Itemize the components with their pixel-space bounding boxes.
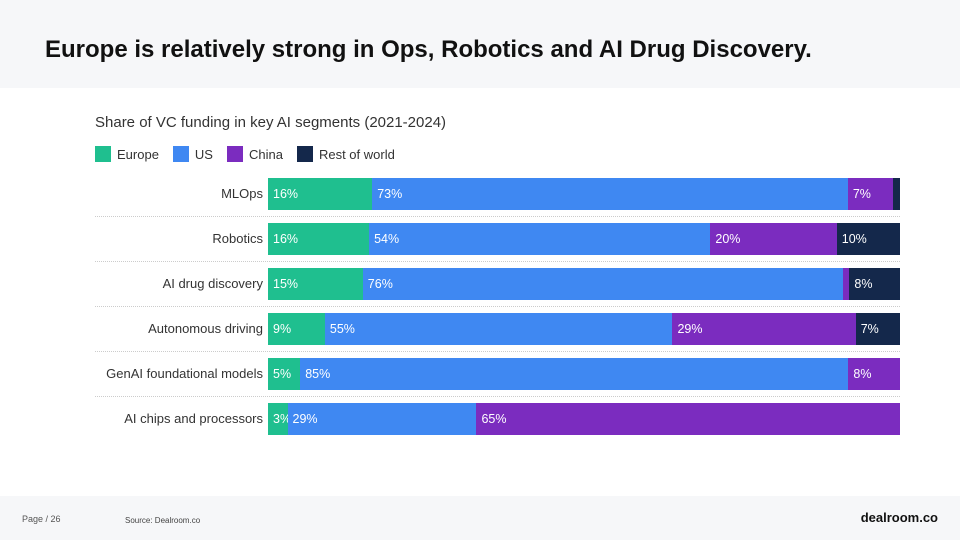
page-title: Europe is relatively strong in Ops, Robo… xyxy=(45,36,812,63)
header-band xyxy=(0,0,960,88)
bar-segment-us: 55% xyxy=(324,313,673,345)
bar-segment-rest-of-world: 10% xyxy=(836,223,900,255)
legend-label: Rest of world xyxy=(318,146,395,162)
stacked-bar: 15% 76% 8% xyxy=(268,268,900,300)
row-divider xyxy=(95,306,900,307)
legend-item: China xyxy=(226,146,283,162)
bar-segment-rest-of-world xyxy=(893,178,900,210)
bar-segment-us: 76% xyxy=(362,268,844,300)
stacked-bar: 9% 55% 29% 7% xyxy=(268,313,900,345)
row-divider xyxy=(95,216,900,217)
stacked-bar: 16% 54% 20% 10% xyxy=(268,223,900,255)
footer xyxy=(0,496,960,540)
legend-swatch xyxy=(95,146,111,162)
legend-label: China xyxy=(248,146,283,162)
category-label: MLOps xyxy=(221,186,263,201)
row-divider xyxy=(95,261,900,262)
bar-row: MLOps 16% 73% 7% xyxy=(95,178,900,210)
bar-segment-europe: 16% xyxy=(268,178,373,210)
legend: Europe US China Rest of world xyxy=(95,146,395,162)
bar-row: AI drug discovery 15% 76% 8% xyxy=(95,268,900,300)
legend-item: US xyxy=(172,146,213,162)
legend-swatch xyxy=(172,146,189,162)
category-label: GenAI foundational models xyxy=(106,366,263,381)
row-divider xyxy=(95,396,900,397)
bar-segment-china: 65% xyxy=(476,403,900,435)
page-number: Page / 26 xyxy=(22,514,61,524)
category-label: Autonomous driving xyxy=(148,321,263,336)
chart-title: Share of VC funding in key AI segments (… xyxy=(95,114,447,131)
bar-segment-europe: 9% xyxy=(268,313,325,345)
bar-segment-china: 8% xyxy=(848,358,900,390)
row-divider xyxy=(95,351,900,352)
dealroom-logo: dealroom.co xyxy=(860,510,938,525)
legend-item: Europe xyxy=(95,146,159,162)
bar-row: Robotics 16% 54% 20% 10% xyxy=(95,223,900,255)
bar-segment-us: 29% xyxy=(287,403,477,435)
bar-segment-us: 85% xyxy=(300,358,849,390)
bar-segment-europe: 3% xyxy=(268,403,288,435)
bar-segment-china: 29% xyxy=(672,313,856,345)
category-label: Robotics xyxy=(212,231,263,246)
legend-item: Rest of world xyxy=(296,146,395,162)
bar-segment-china xyxy=(843,268,850,300)
bar-segment-rest-of-world: 7% xyxy=(855,313,900,345)
bar-segment-europe: 16% xyxy=(268,223,370,255)
category-label: AI chips and processors xyxy=(124,411,263,426)
stacked-bar: 16% 73% 7% xyxy=(268,178,900,210)
bar-segment-europe: 5% xyxy=(268,358,301,390)
category-label: AI drug discovery xyxy=(162,276,263,291)
bar-segment-rest-of-world: 8% xyxy=(849,268,900,300)
bar-row: GenAI foundational models 5% 85% 8% xyxy=(95,358,900,390)
source-note: Source: Dealroom.co xyxy=(125,516,201,525)
stacked-bar: 3%29%65% xyxy=(268,403,900,435)
bar-row: AI chips and processors 3%29%65% xyxy=(95,403,900,435)
legend-label: Europe xyxy=(117,146,159,162)
legend-swatch xyxy=(226,146,243,162)
bar-segment-china: 20% xyxy=(710,223,837,255)
bar-segment-europe: 15% xyxy=(268,268,363,300)
bar-segment-us: 73% xyxy=(372,178,848,210)
bar-row: Autonomous driving 9% 55% 29% 7% xyxy=(95,313,900,345)
stacked-bar: 5% 85% 8% xyxy=(268,358,900,390)
legend-label: US xyxy=(194,146,213,162)
legend-swatch xyxy=(296,146,313,162)
bar-segment-china: 7% xyxy=(847,178,894,210)
bar-segment-us: 54% xyxy=(369,223,711,255)
